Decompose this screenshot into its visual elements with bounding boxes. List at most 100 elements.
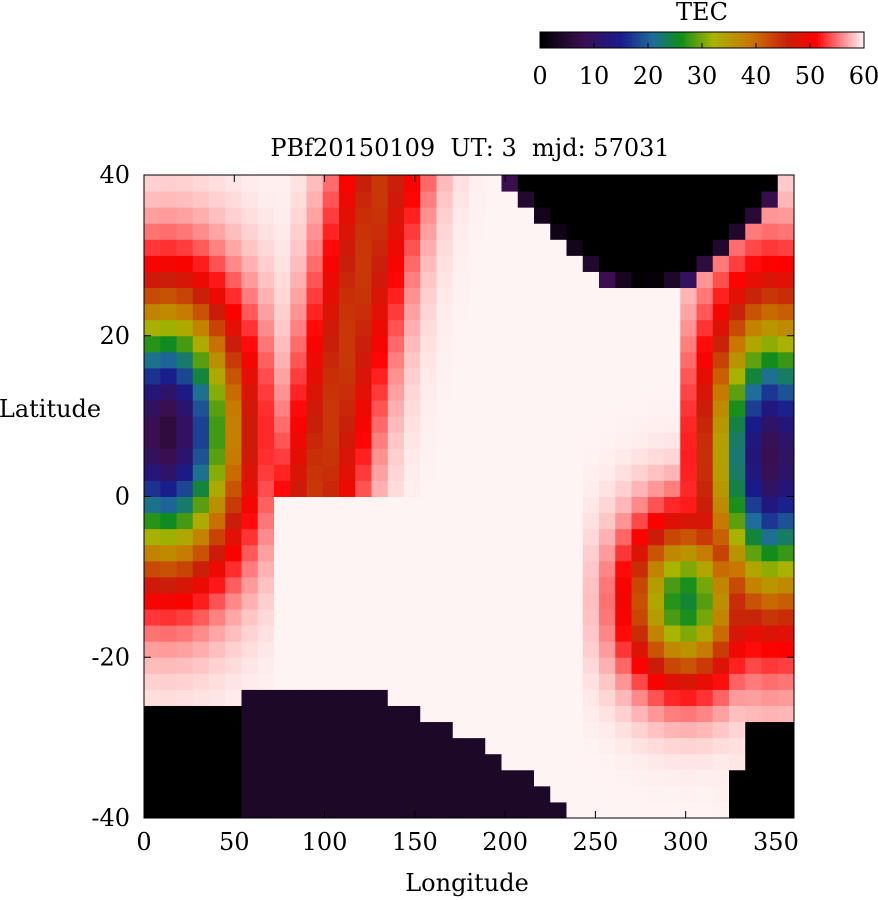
heatmap-cell <box>777 303 795 321</box>
heatmap-cell <box>144 287 161 305</box>
heatmap-cell <box>176 351 194 369</box>
heatmap-cell <box>745 464 762 481</box>
heatmap-cell <box>680 287 697 305</box>
colorbar-swatch <box>855 32 860 48</box>
colorbar-swatch <box>799 32 803 48</box>
heatmap-cell <box>631 271 649 289</box>
heatmap-cell <box>696 416 714 433</box>
heatmap-cell <box>436 512 454 530</box>
heatmap-cell <box>469 335 486 353</box>
heatmap-cell <box>517 480 535 497</box>
heatmap-cell <box>647 496 665 514</box>
heatmap-cell <box>144 191 161 208</box>
heatmap-cell <box>777 592 795 610</box>
heatmap-cell <box>144 319 161 337</box>
heatmap-cell <box>615 496 632 514</box>
heatmap-cell <box>501 625 519 642</box>
heatmap-cell <box>257 464 275 481</box>
heatmap-cell <box>696 609 714 626</box>
heatmap-cell <box>241 625 259 642</box>
heatmap-cell <box>485 544 502 562</box>
heatmap-cell <box>777 785 795 803</box>
heatmap-cell <box>257 576 275 594</box>
heatmap-cell <box>192 351 210 369</box>
heatmap-cell <box>339 576 356 594</box>
heatmap-cell <box>306 223 324 240</box>
heatmap-cell <box>241 721 259 739</box>
heatmap-cell <box>761 416 779 433</box>
heatmap-cell <box>517 592 535 610</box>
heatmap-cell <box>371 737 389 755</box>
heatmap-cell <box>599 705 616 723</box>
heatmap-cell <box>599 544 616 562</box>
heatmap-cell <box>436 432 454 449</box>
heatmap-cell <box>517 351 535 369</box>
heatmap-cell <box>534 367 551 385</box>
heatmap-cell <box>534 528 551 546</box>
heatmap-cell <box>452 416 470 433</box>
heatmap-cell <box>404 303 421 321</box>
heatmap-cell <box>144 641 161 658</box>
heatmap-cell <box>647 207 665 224</box>
heatmap-cell <box>355 592 372 610</box>
heatmap-cell <box>176 383 194 401</box>
heatmap-cell <box>501 400 519 417</box>
heatmap-cell <box>680 625 697 642</box>
heatmap-cell <box>420 576 437 594</box>
heatmap-cell <box>225 737 242 755</box>
heatmap-cell <box>712 592 730 610</box>
heatmap-cell <box>192 576 210 594</box>
heatmap-cell <box>257 367 275 385</box>
heatmap-cell <box>566 448 584 465</box>
heatmap-cell <box>306 255 324 272</box>
heatmap-cell <box>745 609 762 626</box>
heatmap-cell <box>696 400 714 417</box>
heatmap-cell <box>582 432 600 449</box>
heatmap-cell <box>550 271 567 289</box>
heatmap-cell <box>306 239 324 256</box>
heatmap-cell <box>501 464 519 481</box>
heatmap-cell <box>777 705 795 723</box>
colorbar-swatch <box>680 32 684 48</box>
heatmap-cell <box>452 448 470 465</box>
heatmap-cell <box>225 625 242 642</box>
heatmap-cell <box>615 673 632 690</box>
heatmap-cell <box>582 448 600 465</box>
heatmap-cell <box>777 737 795 755</box>
heatmap-cell <box>192 753 210 771</box>
heatmap-cell <box>647 480 665 497</box>
heatmap-cell <box>209 432 226 449</box>
heatmap-cell <box>729 705 746 723</box>
heatmap-cell <box>631 785 649 803</box>
heatmap-cell <box>550 528 567 546</box>
colorbar-swatch <box>780 32 784 48</box>
heatmap-cell <box>534 271 551 289</box>
heatmap-cell <box>192 271 210 289</box>
heatmap-cell <box>582 303 600 321</box>
colorbar-tick-label: 40 <box>741 62 772 90</box>
heatmap-cell <box>582 753 600 771</box>
heatmap-cell <box>680 448 697 465</box>
heatmap-cell <box>517 207 535 224</box>
heatmap-cell <box>680 801 697 819</box>
heatmap-cell <box>355 544 372 562</box>
heatmap-cell <box>404 689 421 706</box>
colorbar-swatch <box>594 32 598 48</box>
heatmap-cell <box>664 367 681 385</box>
heatmap-cell <box>225 175 242 192</box>
heatmap-cell <box>696 191 714 208</box>
heatmap-cell <box>615 560 632 578</box>
heatmap-cell <box>631 207 649 224</box>
heatmap-cell <box>517 239 535 256</box>
heatmap-cell <box>420 239 437 256</box>
heatmap-cell <box>371 287 389 305</box>
heatmap-cell <box>436 801 454 819</box>
heatmap-cell <box>680 400 697 417</box>
heatmap-cell <box>387 737 405 755</box>
heatmap-cell <box>371 416 389 433</box>
heatmap-cell <box>387 464 405 481</box>
heatmap-cell <box>664 480 681 497</box>
heatmap-cell <box>371 560 389 578</box>
colorbar-swatch <box>858 32 862 48</box>
heatmap-cell <box>680 319 697 337</box>
